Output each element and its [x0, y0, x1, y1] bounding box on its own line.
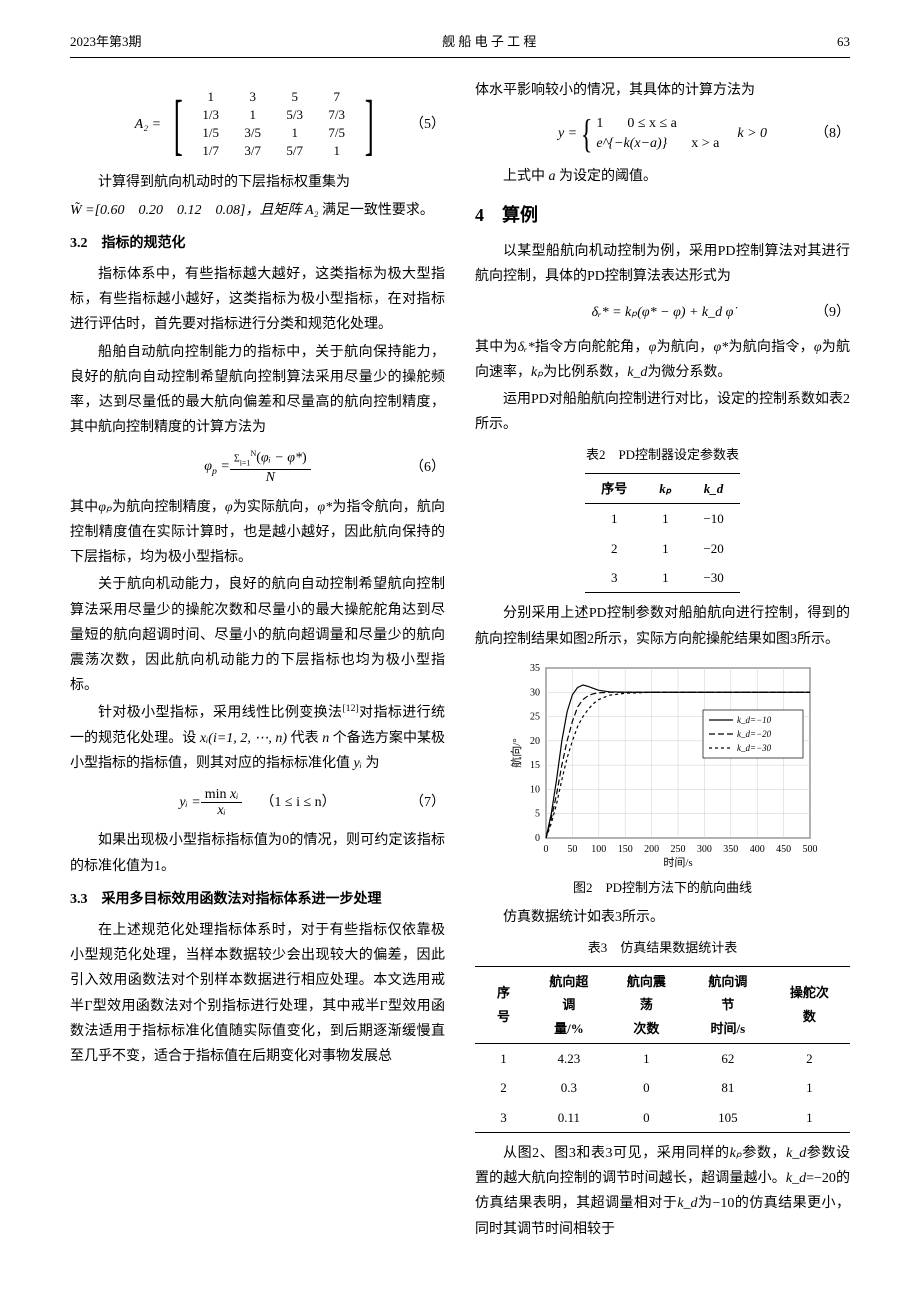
header-center: 舰 船 电 子 工 程 — [442, 30, 536, 53]
heading-3-3: 3.3 采用多目标效用函数法对指标体系进一步处理 — [70, 887, 445, 912]
para-3-2-f: 如果出现极小型指标指标值为0的情况，则可约定该指标的标准化值为1。 — [70, 828, 445, 878]
para-4-a: 以某型船航向机动控制为例，采用PD控制算法对其进行航向控制，具体的PD控制算法表… — [475, 239, 850, 289]
page-header: 2023年第3期 舰 船 电 子 工 程 63 — [70, 30, 850, 58]
eq8-number: （8） — [815, 121, 850, 146]
para-4-b: 其中为δᵣ*指令方向舵舵角，φ为航向，φ*为航向指令，φ̇为航向速率，kₚ为比例… — [475, 335, 850, 385]
equation-8: y = { 10 ≤ x ≤ a e^{−k(x−a)}x > a k > 0 … — [475, 114, 850, 154]
para-3-3: 在上述规范化处理指标体系时，对于有些指标仅依靠极小型规范化处理，当样本数据较少会… — [70, 918, 445, 1069]
svg-text:10: 10 — [530, 784, 540, 795]
eq5-prefix: A₂ = — [135, 112, 161, 137]
equation-7: yᵢ = min xᵢ xᵢ （1 ≤ i ≤ n） （7） — [70, 787, 445, 819]
svg-text:350: 350 — [723, 844, 738, 855]
svg-text:时间/s: 时间/s — [663, 856, 692, 869]
svg-text:450: 450 — [776, 844, 791, 855]
eq9-number: （9） — [815, 300, 850, 325]
svg-text:250: 250 — [670, 844, 685, 855]
svg-text:50: 50 — [567, 844, 577, 855]
right-column: 体水平影响较小的情况，其具体的计算方法为 y = { 10 ≤ x ≤ a e^… — [475, 78, 850, 1243]
figure2-caption: 图2 PD控制方法下的航向曲线 — [475, 876, 850, 899]
para-4-f: 从图2、图3和表3可见，采用同样的kₚ参数，k_d参数设置的越大航向控制的调节时… — [475, 1141, 850, 1242]
table-3: 序号航向超调量/%航向震荡次数航向调节时间/s操舵次数14.23162220.3… — [475, 966, 850, 1133]
eq5-number: （5） — [410, 112, 445, 137]
svg-text:25: 25 — [530, 711, 540, 722]
para-weights: W̃ =[0.60 0.20 0.12 0.08]，且矩阵 A₂ 满足一致性要求… — [70, 198, 445, 223]
para-3-2-a: 指标体系中，有些指标越大越好，这类指标为极大型指标，有些指标越小越好，这类指标为… — [70, 262, 445, 338]
para-3-2-e: 针对极小型指标，采用线性比例变换法[12]对指标进行统一的规范化处理。设 xᵢ(… — [70, 700, 445, 776]
table3-caption: 表3 仿真结果数据统计表 — [475, 936, 850, 959]
svg-text:100: 100 — [591, 844, 606, 855]
figure-2: 0 50 100 150 200 250 300 350 400 450 500 0 5 10 15 20 25… — [508, 660, 818, 870]
para-r1: 体水平影响较小的情况，其具体的计算方法为 — [475, 78, 850, 103]
svg-text:k_d=−30: k_d=−30 — [737, 743, 772, 753]
svg-text:15: 15 — [530, 760, 540, 771]
svg-text:35: 35 — [530, 663, 540, 674]
eq7-cond: （1 ≤ i ≤ n） — [260, 790, 335, 815]
svg-text:5: 5 — [535, 809, 540, 820]
svg-text:航向/°: 航向/° — [509, 738, 523, 767]
eq8-cond: k > 0 — [737, 121, 767, 146]
header-right: 63 — [837, 30, 850, 53]
equation-9: δᵣ* = kₚ(φ* − φ) + k_d φ̇ （9） — [475, 300, 850, 325]
equation-5: A₂ = [ 13571/315/37/31/53/517/51/73/75/7… — [70, 88, 445, 160]
header-left: 2023年第3期 — [70, 30, 142, 53]
svg-text:400: 400 — [749, 844, 764, 855]
eq7-number: （7） — [410, 790, 445, 815]
table-2: 序号kₚk_d11−1021−2031−30 — [585, 473, 739, 594]
svg-text:20: 20 — [530, 736, 540, 747]
eq6-number: （6） — [410, 455, 445, 480]
para-3-2-d: 关于航向机动能力，良好的航向自动控制希望航向控制算法采用尽量少的操舵次数和尽量小… — [70, 572, 445, 698]
para-r2: 上式中 a 为设定的阈值。 — [475, 164, 850, 189]
para-4-e: 仿真数据统计如表3所示。 — [475, 905, 850, 930]
para-3-2-b: 船舶自动航向控制能力的指标中，关于航向保持能力，良好的航向自动控制希望航向控制算… — [70, 340, 445, 441]
para-3-2-c: 其中φₚ为航向控制精度，φ为实际航向，φ*为指令航向，航向控制精度值在实际计算时… — [70, 495, 445, 571]
svg-text:k_d=−10: k_d=−10 — [737, 715, 772, 725]
para-4-c: 运用PD对船舶航向控制进行对比，设定的控制系数如表2所示。 — [475, 387, 850, 437]
heading-3-2: 3.2 指标的规范化 — [70, 231, 445, 256]
left-column: A₂ = [ 13571/315/37/31/53/517/51/73/75/7… — [70, 78, 445, 1243]
equation-6: φp = Σi=1N(φᵢ − φ*) N （6） — [70, 450, 445, 485]
svg-text:k_d=−20: k_d=−20 — [737, 729, 772, 739]
svg-text:500: 500 — [802, 844, 817, 855]
svg-text:150: 150 — [617, 844, 632, 855]
svg-text:30: 30 — [530, 687, 540, 698]
table2-caption: 表2 PD控制器设定参数表 — [475, 443, 850, 466]
svg-text:0: 0 — [535, 833, 540, 844]
svg-text:300: 300 — [696, 844, 711, 855]
svg-text:0: 0 — [543, 844, 548, 855]
para-4-d: 分别采用上述PD控制参数对船舶航向进行控制，得到的航向控制结果如图2所示，实际方… — [475, 601, 850, 651]
heading-4: 4 算例 — [475, 199, 850, 231]
svg-text:200: 200 — [644, 844, 659, 855]
para-weights-intro: 计算得到航向机动时的下层指标权重集为 — [70, 170, 445, 195]
